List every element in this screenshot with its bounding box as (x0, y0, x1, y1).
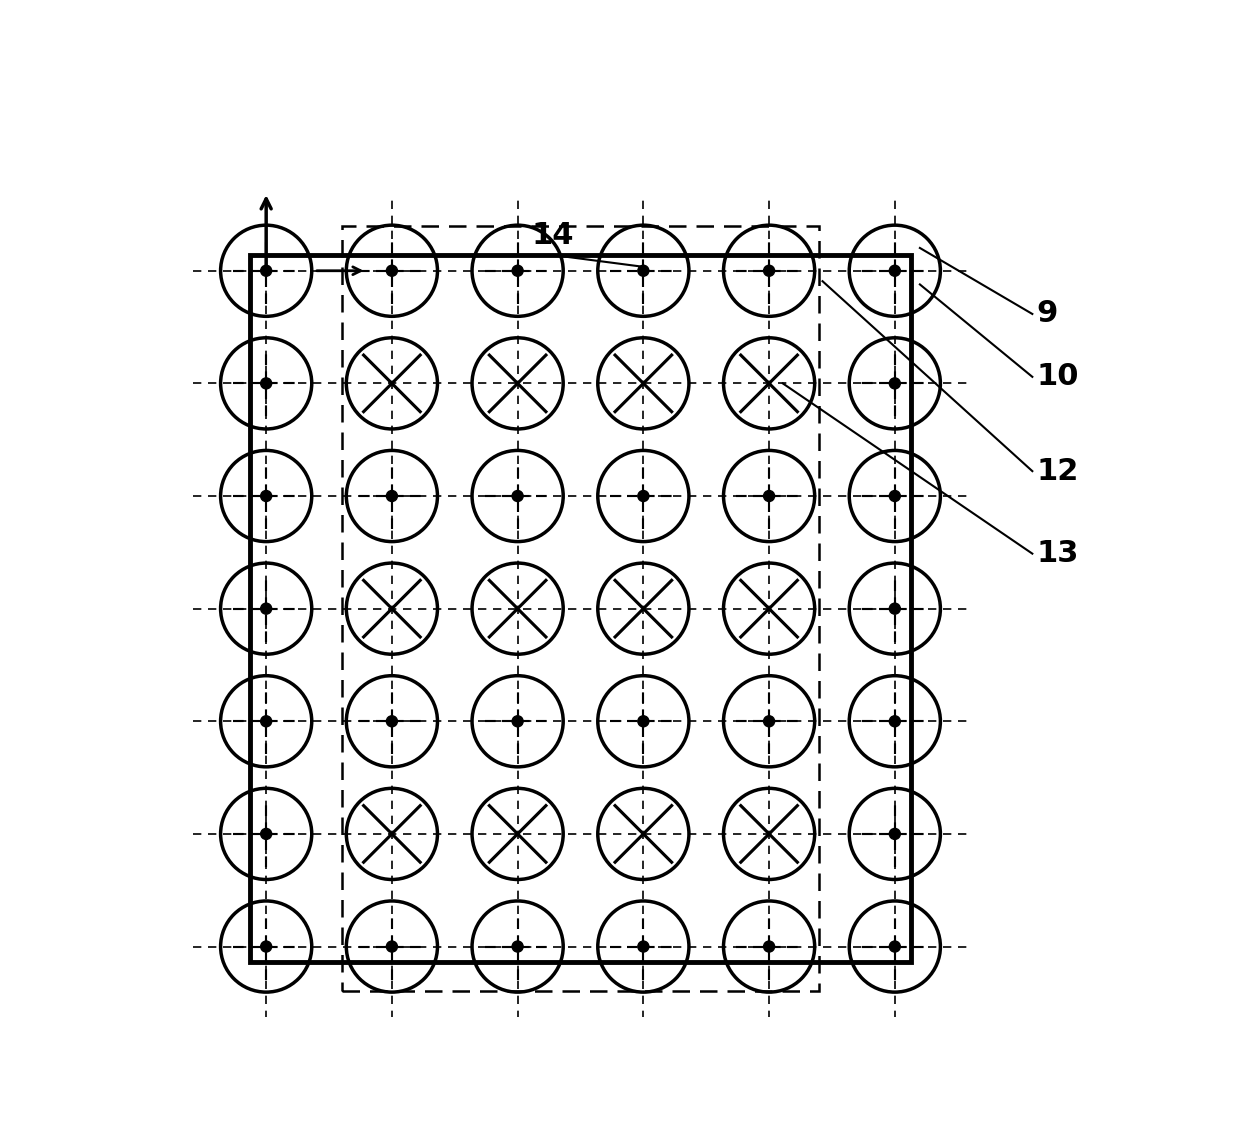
Text: 13: 13 (1037, 539, 1079, 568)
Circle shape (889, 604, 900, 614)
Circle shape (260, 265, 272, 277)
Circle shape (387, 941, 397, 952)
Circle shape (387, 490, 397, 502)
Circle shape (512, 265, 523, 277)
Circle shape (889, 265, 900, 277)
Circle shape (889, 941, 900, 952)
Circle shape (889, 490, 900, 502)
Circle shape (764, 265, 775, 277)
Text: 12: 12 (1037, 457, 1079, 486)
Circle shape (260, 604, 272, 614)
Bar (250, 255, 910, 962)
Text: 14: 14 (532, 221, 574, 250)
Circle shape (260, 490, 272, 502)
Circle shape (387, 716, 397, 727)
Circle shape (637, 265, 649, 277)
Circle shape (260, 941, 272, 952)
Circle shape (889, 716, 900, 727)
Circle shape (637, 941, 649, 952)
Circle shape (889, 378, 900, 389)
Circle shape (260, 829, 272, 839)
Circle shape (637, 490, 649, 502)
Circle shape (512, 941, 523, 952)
Circle shape (764, 716, 775, 727)
Text: 10: 10 (1037, 362, 1079, 391)
Circle shape (260, 716, 272, 727)
Circle shape (637, 716, 649, 727)
Bar (342, 226, 818, 991)
Circle shape (512, 716, 523, 727)
Circle shape (889, 829, 900, 839)
Circle shape (764, 941, 775, 952)
Circle shape (260, 378, 272, 389)
Circle shape (387, 265, 397, 277)
Circle shape (764, 490, 775, 502)
Text: 9: 9 (1037, 299, 1058, 328)
Circle shape (512, 490, 523, 502)
